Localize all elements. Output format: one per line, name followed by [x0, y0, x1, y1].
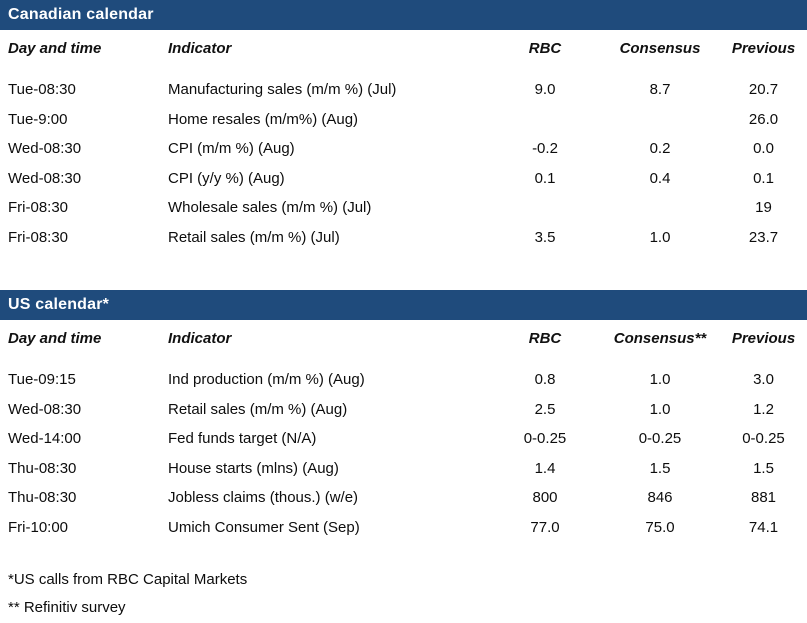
column-header-indicator: Indicator — [168, 40, 232, 57]
rbc-cell: 77.0 — [530, 518, 560, 536]
day-time-cell: Wed-08:30 — [8, 169, 82, 187]
table-title: Canadian calendar — [8, 6, 154, 23]
previous-cell: 74.1 — [748, 518, 779, 536]
previous-cell: 0.1 — [753, 169, 774, 187]
previous-cell: 20.7 — [748, 81, 779, 99]
table-row: Tue-08:30 Manufacturing sales (m/m %) (J… — [0, 75, 807, 105]
day-time-cell: Wed-08:30 — [8, 140, 82, 158]
previous-cell: 1.2 — [753, 400, 774, 418]
consensus-cell: 0.4 — [649, 169, 671, 187]
consensus-cell: 8.7 — [649, 81, 671, 99]
day-time-cell: Wed-14:00 — [8, 430, 82, 448]
consensus-cell: 1.0 — [649, 371, 671, 389]
indicator-cell: House starts (mlns) (Aug) — [168, 459, 339, 477]
us-calendar-title-bar: US calendar* — [0, 290, 807, 320]
indicator-cell: Retail sales (m/m %) (Jul) — [168, 228, 340, 246]
indicator-cell: CPI (m/m %) (Aug) — [168, 140, 295, 158]
rbc-cell: 800 — [532, 489, 558, 507]
previous-cell: 26.0 — [748, 110, 779, 128]
table-row: Wed-08:30 CPI (y/y %) (Aug) 0.1 0.4 0.1 — [0, 164, 807, 194]
consensus-cell: 1.5 — [649, 459, 671, 477]
rbc-cell: 0-0.25 — [523, 430, 567, 448]
rbc-cell: -0.2 — [532, 140, 558, 158]
day-time-cell: Fri-08:30 — [8, 199, 69, 217]
day-time-cell: Fri-10:00 — [8, 518, 69, 536]
table-row: Thu-08:30 House starts (mlns) (Aug) 1.4 … — [0, 454, 807, 484]
day-time-cell: Tue-9:00 — [8, 110, 68, 128]
day-time-cell: Wed-08:30 — [8, 400, 82, 418]
consensus-cell: 1.0 — [649, 228, 671, 246]
footnote-refinitiv: ** Refinitiv survey — [8, 599, 126, 616]
canadian-column-header-row: Day and time Indicator RBC Consensus Pre… — [0, 30, 807, 58]
previous-cell: 881 — [750, 489, 777, 507]
table-row: Fri-08:30 Wholesale sales (m/m %) (Jul) … — [0, 193, 807, 223]
table-row: Wed-14:00 Fed funds target (N/A) 0-0.25 … — [0, 424, 807, 454]
rbc-cell: 0.8 — [534, 371, 556, 389]
us-column-header-row: Day and time Indicator RBC Consensus** P… — [0, 320, 807, 348]
day-time-cell: Tue-09:15 — [8, 371, 76, 389]
consensus-cell: 75.0 — [645, 518, 675, 536]
column-header-previous: Previous — [731, 330, 796, 347]
footnote-us-calls: *US calls from RBC Capital Markets — [8, 571, 248, 588]
footnotes: *US calls from RBC Capital Markets ** Re… — [0, 572, 807, 615]
day-time-cell: Tue-08:30 — [8, 81, 76, 99]
column-header-day-time: Day and time — [8, 330, 102, 347]
indicator-cell: Umich Consumer Sent (Sep) — [168, 518, 360, 536]
table-row: Fri-10:00 Umich Consumer Sent (Sep) 77.0… — [0, 513, 807, 543]
consensus-cell: 0-0.25 — [638, 430, 682, 448]
canadian-calendar-section: Canadian calendar Day and time Indicator… — [0, 0, 807, 252]
consensus-cell: 846 — [647, 489, 673, 507]
day-time-cell: Thu-08:30 — [8, 489, 77, 507]
previous-cell: 0-0.25 — [742, 430, 785, 448]
table-row: Tue-09:15 Ind production (m/m %) (Aug) 0… — [0, 365, 807, 395]
table-row: Tue-9:00 Home resales (m/m%) (Aug) 26.0 — [0, 105, 807, 135]
column-header-consensus: Consensus** — [613, 330, 707, 347]
indicator-cell: Retail sales (m/m %) (Aug) — [168, 400, 348, 418]
table-row: Thu-08:30 Jobless claims (thous.) (w/e) … — [0, 483, 807, 513]
previous-cell: 19 — [755, 199, 772, 217]
consensus-cell: 0.2 — [649, 140, 671, 158]
column-header-day-time: Day and time — [8, 40, 102, 57]
rbc-cell: 9.0 — [534, 81, 556, 99]
previous-cell: 23.7 — [748, 228, 779, 246]
consensus-cell: 1.0 — [649, 400, 671, 418]
column-header-indicator: Indicator — [168, 330, 232, 347]
column-header-rbc: RBC — [528, 40, 562, 57]
us-calendar-section: US calendar* Day and time Indicator RBC … — [0, 290, 807, 542]
indicator-cell: Wholesale sales (m/m %) (Jul) — [168, 199, 372, 217]
table-title: US calendar* — [8, 296, 110, 313]
rbc-cell: 1.4 — [534, 459, 556, 477]
column-header-consensus: Consensus — [619, 40, 701, 57]
canadian-calendar-title-bar: Canadian calendar — [0, 0, 807, 30]
rbc-cell: 2.5 — [534, 400, 556, 418]
indicator-cell: Home resales (m/m%) (Aug) — [168, 110, 359, 128]
indicator-cell: Fed funds target (N/A) — [168, 430, 317, 448]
previous-cell: 0.0 — [753, 140, 774, 158]
indicator-cell: CPI (y/y %) (Aug) — [168, 169, 285, 187]
table-row: Wed-08:30 Retail sales (m/m %) (Aug) 2.5… — [0, 395, 807, 425]
indicator-cell: Manufacturing sales (m/m %) (Jul) — [168, 81, 397, 99]
rbc-cell: 0.1 — [534, 169, 556, 187]
column-header-previous: Previous — [731, 40, 796, 57]
day-time-cell: Fri-08:30 — [8, 228, 69, 246]
rbc-cell: 3.5 — [534, 228, 556, 246]
table-row: Fri-08:30 Retail sales (m/m %) (Jul) 3.5… — [0, 223, 807, 253]
previous-cell: 1.5 — [753, 459, 774, 477]
day-time-cell: Thu-08:30 — [8, 459, 77, 477]
us-table-body: Tue-09:15 Ind production (m/m %) (Aug) 0… — [0, 365, 807, 542]
column-header-rbc: RBC — [528, 330, 562, 347]
previous-cell: 3.0 — [753, 371, 774, 389]
canadian-table-body: Tue-08:30 Manufacturing sales (m/m %) (J… — [0, 75, 807, 252]
indicator-cell: Ind production (m/m %) (Aug) — [168, 371, 365, 389]
indicator-cell: Jobless claims (thous.) (w/e) — [168, 489, 359, 507]
table-row: Wed-08:30 CPI (m/m %) (Aug) -0.2 0.2 0.0 — [0, 134, 807, 164]
